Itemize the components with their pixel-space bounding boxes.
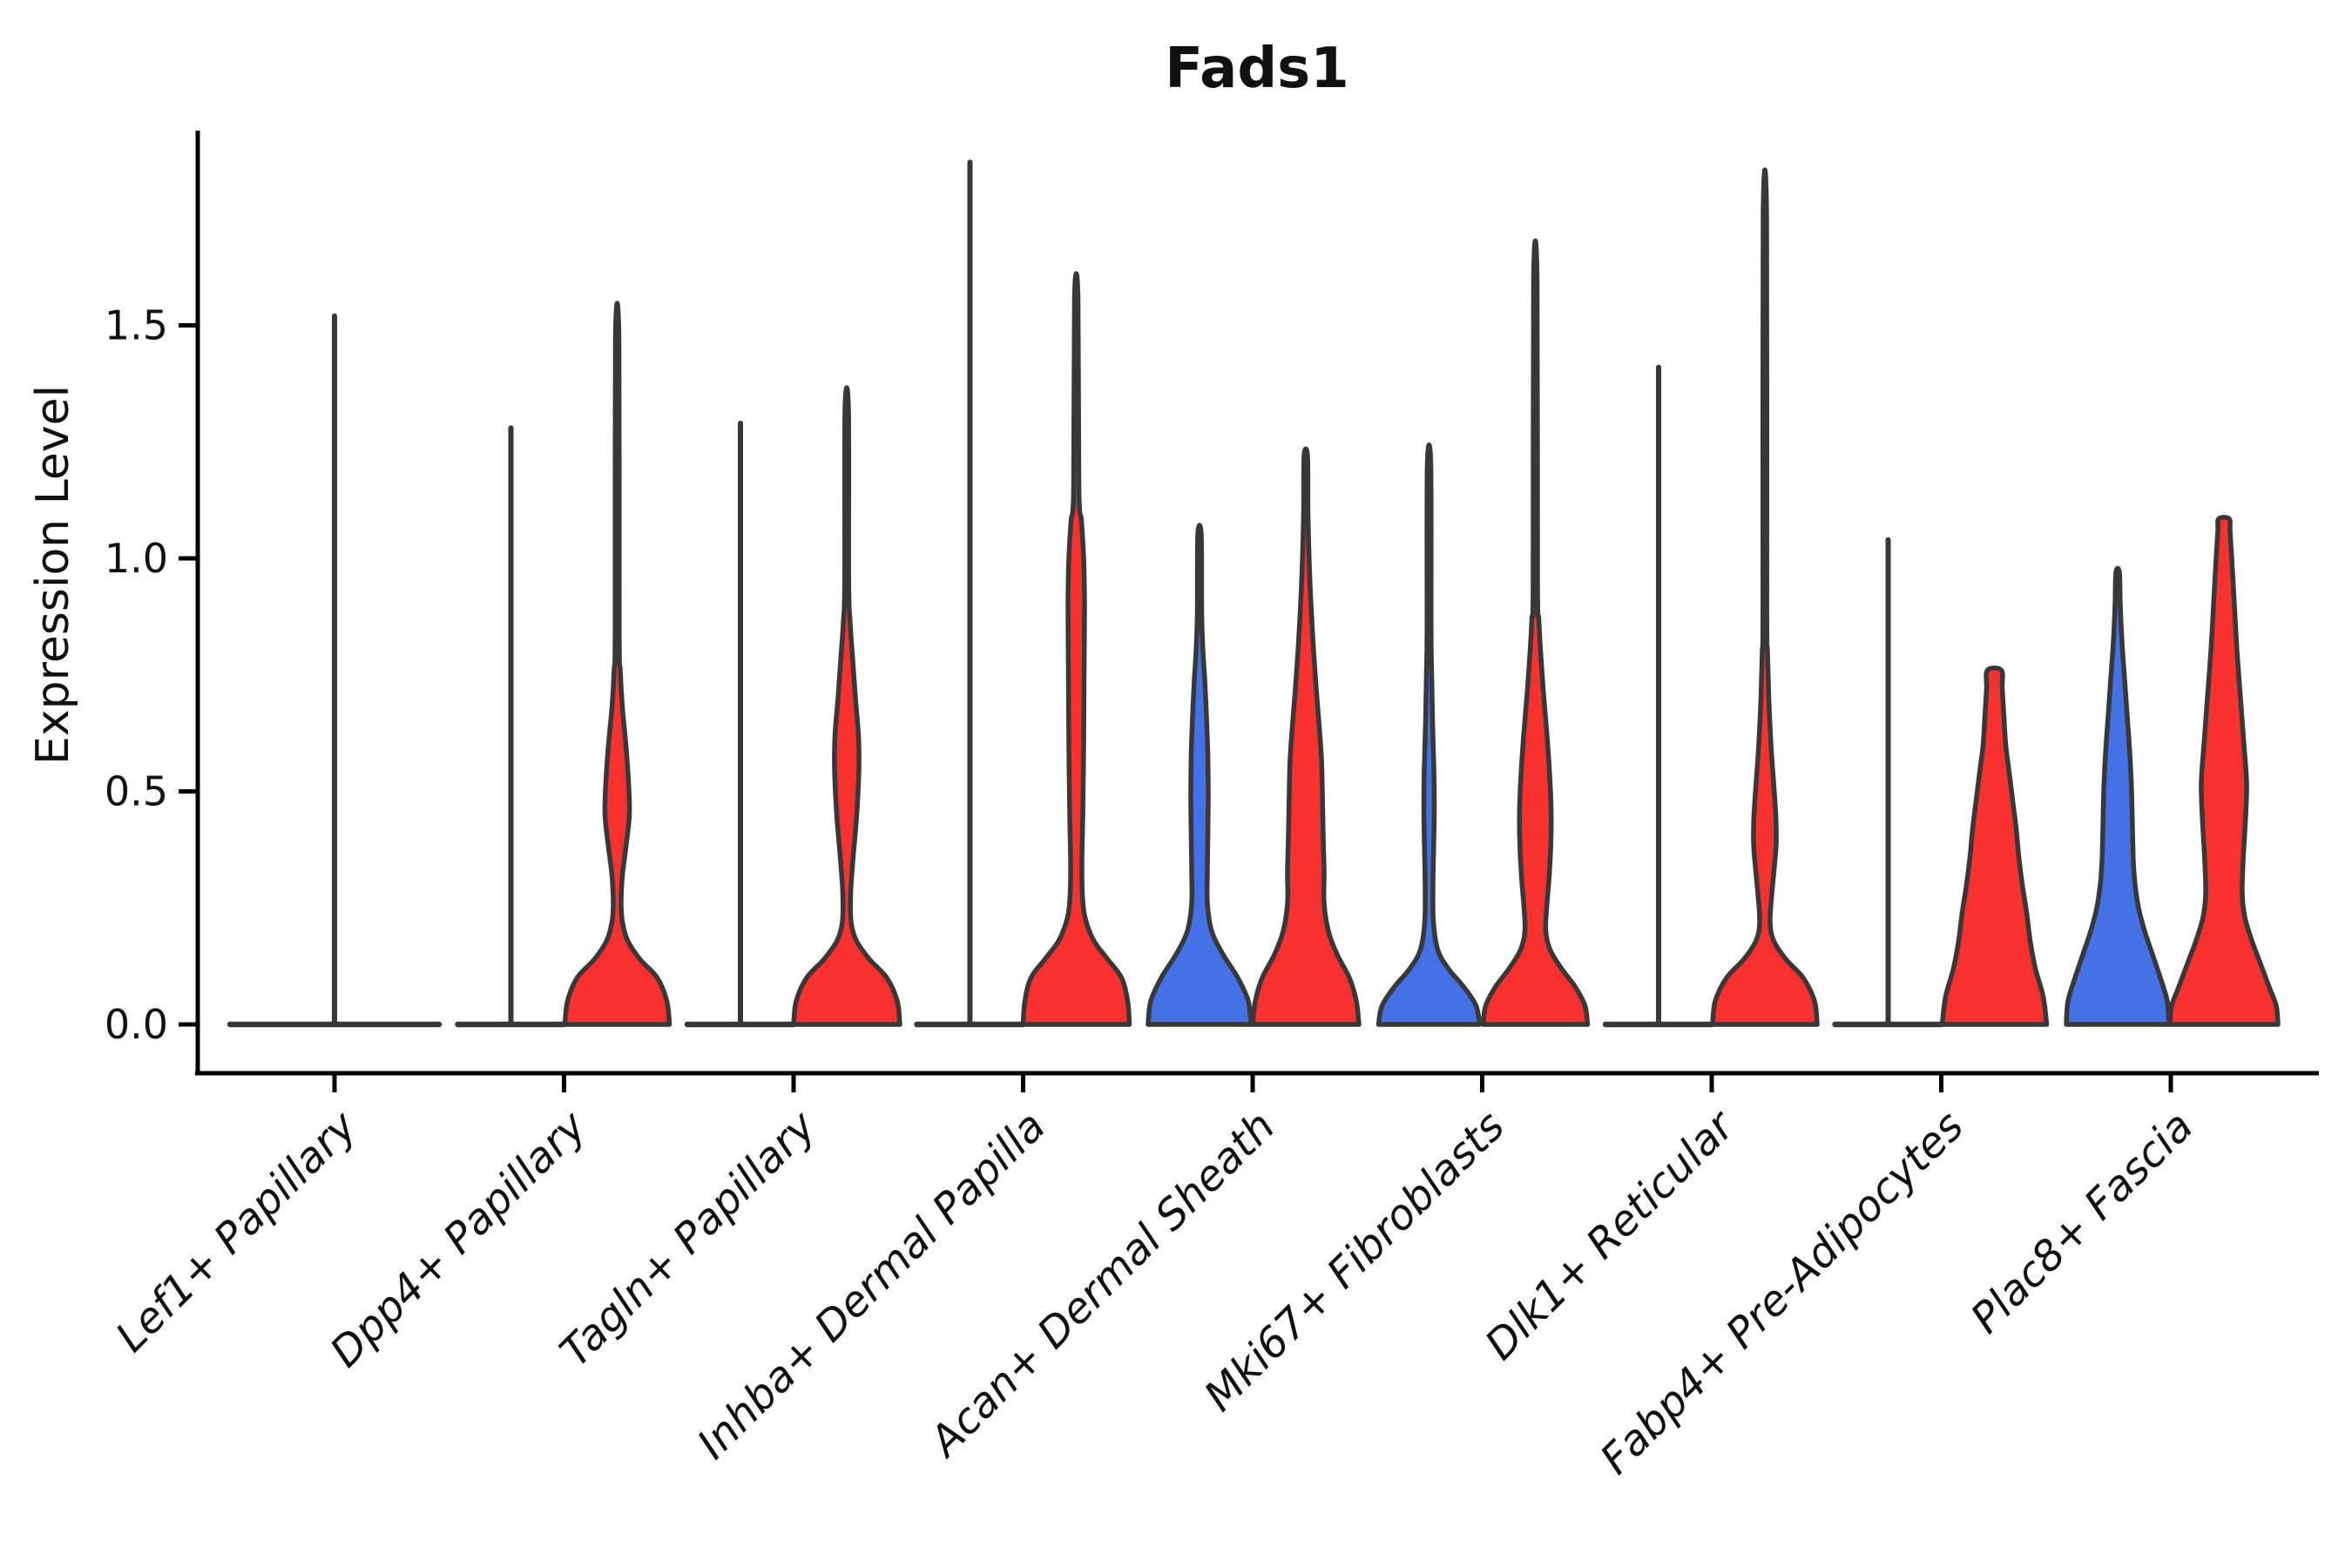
violin-group-red <box>562 301 672 1027</box>
x-tick-label: Dpp4+ Papillary <box>321 1101 596 1376</box>
violin-group-red <box>791 385 902 1027</box>
y-axis-ticks: 0.0 0.5 1.0 1.5 <box>105 302 198 1048</box>
x-tick-label: Tagln+ Papillary <box>551 1101 826 1376</box>
violin-group-blue <box>1146 523 1254 1027</box>
x-tick-label: Fabp4+ Pre-Adipocytes <box>1591 1102 1973 1484</box>
violin-group-red <box>2167 515 2281 1027</box>
violin-series <box>226 159 2281 1028</box>
violin-group-red <box>1480 239 1591 1027</box>
x-axis-ticks <box>332 1073 2173 1092</box>
violin-group-blue <box>1375 443 1483 1027</box>
y-tick-label: 0.5 <box>105 768 168 815</box>
y-axis-label: Expression Level <box>27 385 79 765</box>
y-tick-label: 0.0 <box>105 1001 168 1048</box>
violin-group-blue <box>2064 565 2172 1027</box>
violin-group-red <box>1939 665 2050 1027</box>
axes-spines <box>195 131 2319 1076</box>
chart-title: Fads1 <box>1165 37 1349 101</box>
y-tick-label: 1.5 <box>105 302 168 349</box>
y-tick-label: 1.0 <box>105 535 168 582</box>
violin-group-red <box>1250 446 1362 1027</box>
violin-group-red <box>1710 167 1820 1027</box>
x-tick-label: Dlk1+ Reticular <box>1476 1100 1746 1370</box>
violin-group-red <box>1020 271 1132 1027</box>
x-tick-label: Lef1+ Papillary <box>106 1101 367 1362</box>
x-tick-label: Plac8+ Fascia <box>1962 1102 2203 1343</box>
